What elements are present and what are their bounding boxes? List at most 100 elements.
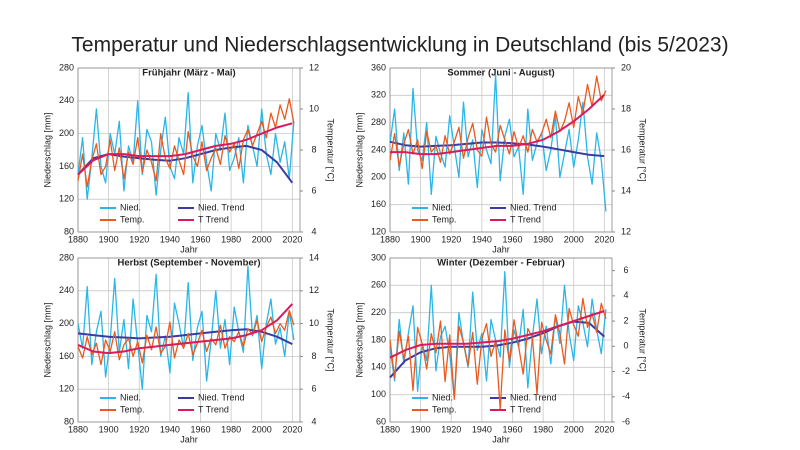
y2-tick-label: 18 bbox=[621, 103, 631, 113]
plot-title: Winter (Dezember - Februar) bbox=[437, 258, 565, 269]
trend-line bbox=[389, 310, 605, 359]
plot-title: Herbst (September - November) bbox=[117, 258, 260, 269]
x-tick-label: 1900 bbox=[411, 424, 431, 434]
y2-tick-label: 10 bbox=[309, 103, 319, 113]
y2-tick-label: 0 bbox=[623, 341, 628, 351]
x-tick-label: 1920 bbox=[129, 424, 149, 434]
x-tick-label: 1960 bbox=[502, 424, 522, 434]
y-tick-label: 200 bbox=[59, 318, 74, 328]
plot-frame bbox=[389, 67, 613, 233]
y2-axis-label: Temperatur [°C] bbox=[638, 308, 648, 371]
series-line bbox=[389, 75, 607, 170]
y-axis-label: Niederschlag [mm] bbox=[354, 112, 364, 187]
y2-tick-label: 16 bbox=[621, 144, 631, 154]
x-tick-label: 1900 bbox=[99, 424, 119, 434]
y2-tick-label: 10 bbox=[309, 318, 319, 328]
plot-frame bbox=[77, 67, 301, 233]
y-axis-label: Niederschlag [mm] bbox=[354, 302, 364, 377]
trend-line bbox=[390, 93, 605, 156]
x-tick-label: 2020 bbox=[282, 234, 302, 244]
x-tick-label: 2000 bbox=[564, 234, 584, 244]
x-tick-label: 2020 bbox=[282, 424, 302, 434]
x-tick-label: 2020 bbox=[594, 234, 614, 244]
y2-tick-label: -4 bbox=[622, 391, 630, 401]
trend-line bbox=[77, 122, 293, 176]
y2-tick-label: 12 bbox=[309, 285, 319, 295]
y2-tick-label: 12 bbox=[621, 226, 631, 236]
x-tick-label: 1880 bbox=[380, 234, 400, 244]
y-tick-label: 80 bbox=[64, 226, 74, 236]
x-tick-label: 1900 bbox=[99, 234, 119, 244]
page-title: Temperatur und Niederschlagsentwicklung … bbox=[71, 34, 728, 57]
legend-label: Nied. Trend bbox=[198, 202, 245, 212]
y2-tick-label: 14 bbox=[621, 185, 631, 195]
y-tick-label: 140 bbox=[371, 362, 386, 372]
x-tick-label: 1880 bbox=[68, 424, 88, 434]
x-axis-label: Jahr bbox=[180, 244, 198, 254]
series-line bbox=[77, 309, 295, 366]
y2-tick-label: -6 bbox=[622, 416, 630, 426]
series-line bbox=[389, 271, 607, 399]
legend-label: Temp. bbox=[432, 214, 457, 224]
y-tick-label: 180 bbox=[371, 334, 386, 344]
y-tick-label: 200 bbox=[371, 172, 386, 182]
x-tick-label: 1880 bbox=[380, 424, 400, 434]
y2-tick-label: -2 bbox=[622, 366, 630, 376]
x-tick-label: 1940 bbox=[472, 234, 492, 244]
y-tick-label: 120 bbox=[59, 194, 74, 204]
y2-tick-label: 12 bbox=[309, 62, 319, 72]
x-tick-label: 1980 bbox=[221, 424, 241, 434]
y2-tick-label: 4 bbox=[623, 290, 628, 300]
x-tick-label: 1960 bbox=[190, 424, 210, 434]
legend-label: Nied. bbox=[120, 202, 141, 212]
y-tick-label: 200 bbox=[59, 128, 74, 138]
x-tick-label: 1880 bbox=[68, 234, 88, 244]
legend-label: Nied. Trend bbox=[510, 202, 557, 212]
x-tick-label: 1940 bbox=[472, 424, 492, 434]
legend-label: Nied. bbox=[432, 202, 453, 212]
y2-tick-label: 4 bbox=[311, 226, 316, 236]
legend-label: T Trend bbox=[198, 404, 229, 414]
y-tick-label: 240 bbox=[59, 285, 74, 295]
x-tick-label: 1960 bbox=[502, 234, 522, 244]
y-axis-label: Niederschlag [mm] bbox=[42, 112, 52, 187]
legend-label: Temp. bbox=[120, 214, 145, 224]
y-tick-label: 300 bbox=[371, 252, 386, 262]
y-tick-label: 120 bbox=[371, 226, 386, 236]
x-tick-label: 1920 bbox=[441, 234, 461, 244]
y2-tick-label: 20 bbox=[621, 62, 631, 72]
y2-axis-label: Temperatur [°C] bbox=[326, 308, 336, 371]
y-tick-label: 280 bbox=[371, 117, 386, 127]
y-tick-label: 280 bbox=[59, 62, 74, 72]
x-tick-label: 2020 bbox=[594, 424, 614, 434]
y2-axis-label: Temperatur [°C] bbox=[326, 118, 336, 181]
legend-label: Nied. bbox=[120, 392, 141, 402]
x-axis-label: Jahr bbox=[492, 244, 510, 254]
y-tick-label: 240 bbox=[371, 144, 386, 154]
series-line bbox=[389, 74, 607, 212]
x-tick-label: 2000 bbox=[252, 234, 272, 244]
series-line bbox=[389, 297, 607, 411]
x-tick-label: 1920 bbox=[441, 424, 461, 434]
y2-tick-label: 14 bbox=[309, 252, 319, 262]
x-tick-label: 1940 bbox=[160, 234, 180, 244]
y-tick-label: 320 bbox=[371, 90, 386, 100]
y2-tick-label: 4 bbox=[311, 416, 316, 426]
legend-label: T Trend bbox=[510, 214, 541, 224]
x-tick-label: 1900 bbox=[411, 234, 431, 244]
y-tick-label: 260 bbox=[371, 280, 386, 290]
y-tick-label: 100 bbox=[371, 389, 386, 399]
series-line bbox=[77, 91, 295, 200]
x-axis-label: Jahr bbox=[180, 434, 198, 444]
y2-tick-label: 6 bbox=[623, 265, 628, 275]
plot-title: Frühjahr (März - Mai) bbox=[142, 68, 235, 79]
y2-tick-label: 6 bbox=[311, 185, 316, 195]
x-tick-label: 1960 bbox=[190, 234, 210, 244]
y-tick-label: 160 bbox=[59, 351, 74, 361]
y2-axis-label: Temperatur [°C] bbox=[638, 118, 648, 181]
y-tick-label: 160 bbox=[59, 161, 74, 171]
x-tick-label: 1920 bbox=[129, 234, 149, 244]
x-tick-label: 2000 bbox=[564, 424, 584, 434]
